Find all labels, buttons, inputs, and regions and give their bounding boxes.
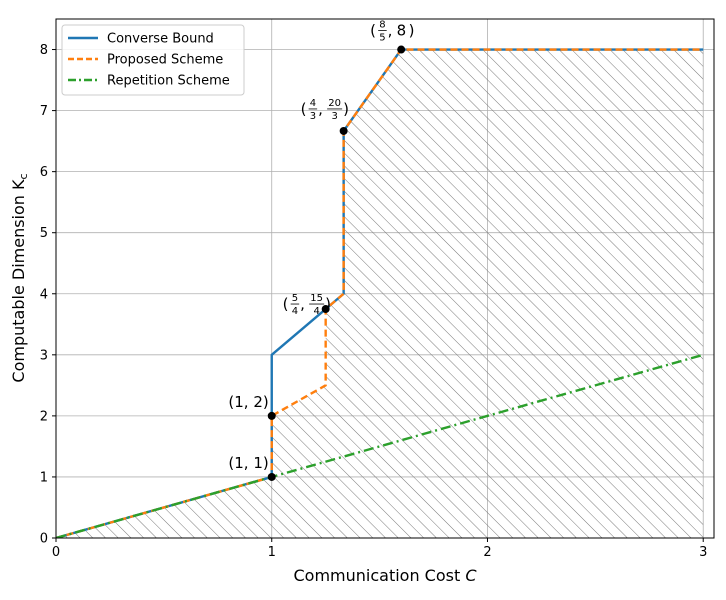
point-label: (8 5, 8) [370, 20, 414, 44]
axis-ticks: 0 1 2 3 0 1 2 3 4 5 6 7 8 [40, 43, 708, 560]
svg-text:4: 4 [313, 306, 319, 317]
legend: Converse Bound Proposed Scheme Repetition … [61, 24, 245, 96]
svg-text:): ) [409, 22, 415, 40]
svg-text:4: 4 [292, 306, 298, 317]
svg-text:8: 8 [397, 22, 407, 40]
svg-text:,: , [300, 295, 305, 313]
x-tick-label: 3 [699, 545, 707, 560]
y-tick-label: 3 [40, 348, 48, 363]
svg-text:): ) [343, 100, 349, 118]
y-tick-label: 1 [40, 470, 48, 485]
y-tick-label: 4 [40, 287, 48, 302]
y-tick-label: 2 [40, 409, 48, 424]
series-line-repetition-scheme [56, 353, 704, 538]
point-label: (5 4, 15 4) [283, 293, 331, 317]
x-tick-label: 2 [483, 545, 491, 560]
svg-text:4: 4 [310, 98, 316, 109]
point-annotations: (1, 1)(1, 2)(54, 154)(43, 203)(85, 8) [228, 20, 414, 472]
y-tick-label: 0 [40, 532, 48, 547]
highlight-point [267, 411, 276, 420]
y-tick-label: 8 [40, 43, 48, 58]
legend-label: Proposed Scheme [107, 53, 223, 68]
y-tick-label: 6 [40, 165, 48, 180]
svg-text:5: 5 [379, 33, 385, 44]
highlight-point [397, 45, 406, 54]
point-label: (1, 1) [228, 454, 268, 472]
point-label: (1, 2) [228, 393, 268, 411]
legend-label: Repetition Scheme [107, 74, 230, 89]
x-axis-label: Communication Cost C [293, 566, 477, 585]
legend-label: Converse Bound [107, 32, 214, 47]
svg-text:5: 5 [292, 293, 298, 304]
svg-text:15: 15 [310, 293, 323, 304]
legend-box [61, 24, 245, 96]
svg-text:20: 20 [328, 98, 341, 109]
svg-text:(: ( [283, 295, 289, 313]
svg-text:,: , [318, 100, 323, 118]
svg-text:(: ( [370, 22, 376, 40]
plot-frame [55, 18, 715, 539]
svg-text:8: 8 [379, 20, 385, 31]
svg-text:): ) [325, 295, 331, 313]
y-tick-label: 5 [40, 226, 48, 241]
x-tick-label: 1 [268, 545, 276, 560]
svg-text:3: 3 [310, 111, 316, 122]
svg-text:,: , [388, 22, 393, 40]
hatch-area [56, 49, 704, 538]
highlight-points [267, 45, 406, 481]
y-axis-label: Computable Dimension Kc [9, 173, 30, 382]
y-tick-label: 7 [40, 104, 48, 119]
svg-text:(: ( [301, 100, 307, 118]
highlight-point [321, 305, 330, 314]
highlight-point [267, 472, 276, 481]
svg-text:3: 3 [331, 111, 337, 122]
highlight-point [339, 126, 348, 135]
hatched-achievable-region [56, 49, 704, 538]
x-tick-label: 0 [52, 545, 60, 560]
point-label: (4 3, 20 3) [301, 98, 349, 122]
